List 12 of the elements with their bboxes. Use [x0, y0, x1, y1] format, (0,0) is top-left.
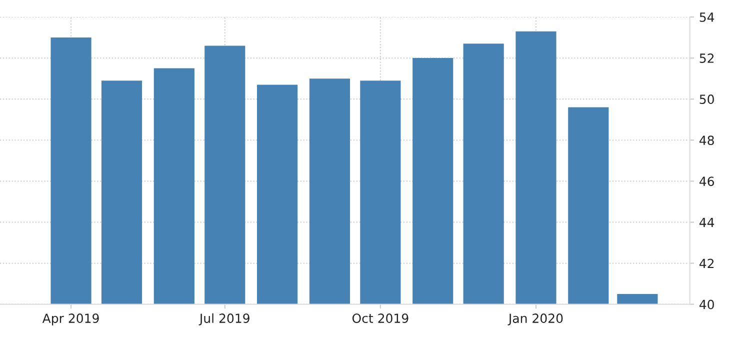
y-tick-label: 50 — [700, 94, 714, 104]
y-tick-label: 40 — [699, 300, 714, 310]
x-tick-label: Jul 2019 — [198, 313, 250, 326]
x-tick-label: Jan 2020 — [508, 314, 563, 326]
y-tick-label: 54 — [700, 12, 714, 22]
y-tick-label: 48 — [699, 136, 714, 146]
y-tick-label: 44 — [699, 218, 714, 227]
y-tick-label: 52 — [700, 54, 714, 63]
y-tick-label: 42 — [699, 258, 714, 268]
x-tick-label: Oct 2019 — [352, 314, 408, 324]
x-tick-label: Apr 2019 — [42, 314, 99, 326]
y-tick-label: 46 — [699, 176, 714, 186]
